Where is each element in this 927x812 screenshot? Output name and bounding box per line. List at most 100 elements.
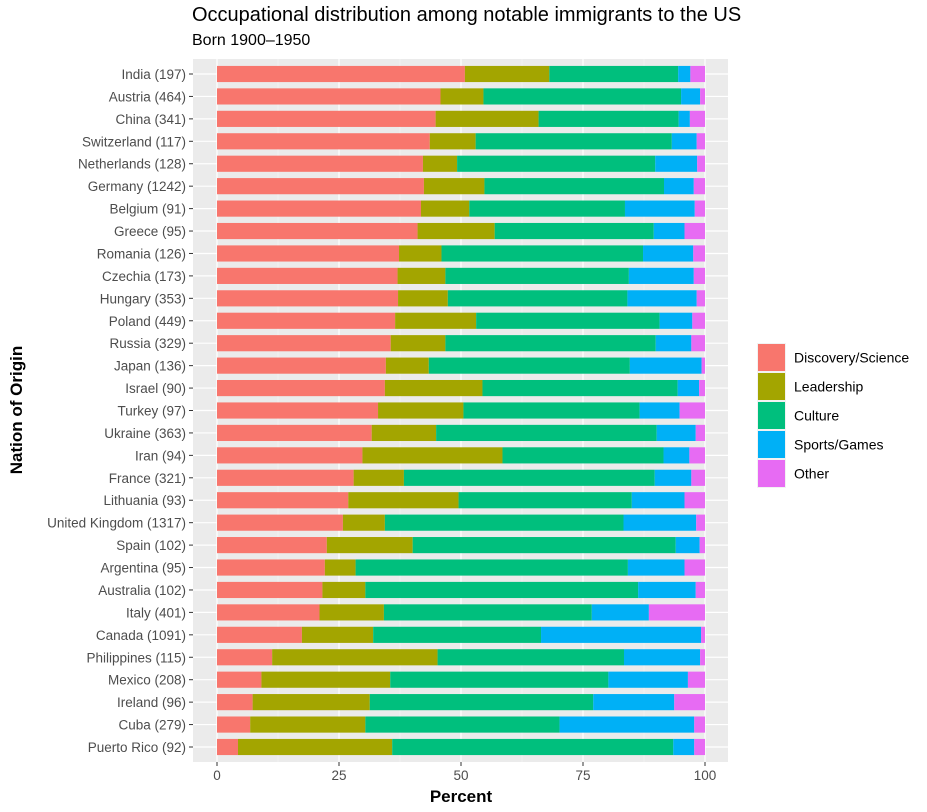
bar-segment-leadership xyxy=(250,716,366,733)
bar-segment-discovery-science xyxy=(217,178,424,195)
bar-segment-leadership xyxy=(301,626,374,643)
bar-segment-leadership xyxy=(422,155,458,172)
bar-segment-leadership xyxy=(429,133,476,150)
legend-swatch xyxy=(758,373,785,400)
chart-subtitle: Born 1900–1950 xyxy=(192,32,311,49)
y-tick-label: Czechia (173) xyxy=(102,269,186,284)
bar-segment-other xyxy=(700,649,705,666)
bar-segment-discovery-science xyxy=(217,447,363,464)
x-tick-label: 25 xyxy=(331,768,346,783)
bar-segment-leadership xyxy=(342,514,385,531)
bar-segment-leadership xyxy=(417,222,495,240)
y-tick-label: Austria (464) xyxy=(109,89,186,104)
bar-segment-culture xyxy=(447,290,628,307)
bar-segment-leadership xyxy=(398,290,448,307)
y-tick-labels: India (197) Austria (464) China (341) Switz… xyxy=(47,67,193,755)
bar-segment-other xyxy=(696,514,705,531)
bar-segment-discovery-science xyxy=(217,110,436,127)
bar-segment-sports-games xyxy=(628,267,694,284)
x-tick-label: 100 xyxy=(694,768,717,783)
y-tick-label: Netherlands (128) xyxy=(78,157,186,172)
y-tick-label: Germany (1242) xyxy=(88,179,186,194)
bar-segment-sports-games xyxy=(659,312,693,329)
y-tick-label: Iran (94) xyxy=(135,448,186,463)
bar-segment-other xyxy=(693,267,705,284)
bar-segment-culture xyxy=(445,267,629,284)
y-tick-label: Australia (102) xyxy=(98,583,186,598)
bar-segment-culture xyxy=(538,110,679,127)
bar-segment-leadership xyxy=(435,110,539,127)
bar-segment-discovery-science xyxy=(217,626,302,643)
bar-segment-leadership xyxy=(397,267,446,284)
bar-segment-sports-games xyxy=(656,424,696,442)
bar-segment-discovery-science xyxy=(217,222,418,240)
bar-segment-discovery-science xyxy=(217,738,238,756)
bar-segment-sports-games xyxy=(673,738,695,756)
bar-segment-culture xyxy=(428,357,630,374)
x-tick-label: 0 xyxy=(213,768,221,783)
bar-segment-culture xyxy=(482,379,678,397)
bar-segment-other xyxy=(699,537,705,554)
bar-segment-sports-games xyxy=(541,626,702,643)
bar-segment-sports-games xyxy=(591,604,649,621)
y-tick-label: China (341) xyxy=(115,112,186,127)
bar-segment-leadership xyxy=(326,537,413,554)
bar-segment-other xyxy=(694,716,705,733)
bar-segment-other xyxy=(684,492,705,509)
bar-segment-culture xyxy=(476,312,660,329)
bar-segment-culture xyxy=(441,245,644,262)
legend-swatch xyxy=(758,402,785,429)
bar-segment-other xyxy=(699,379,705,397)
bar-segment-discovery-science xyxy=(217,155,423,172)
bar-segment-culture xyxy=(502,447,664,464)
y-tick-label: Canada (1091) xyxy=(96,628,186,643)
bar-segment-other xyxy=(684,559,705,576)
bar-segment-leadership xyxy=(390,335,446,352)
bar-segment-sports-games xyxy=(678,110,690,127)
bar-segment-culture xyxy=(365,581,639,599)
bar-segment-discovery-science xyxy=(217,537,327,554)
bar-segment-leadership xyxy=(319,604,384,621)
bar-segment-leadership xyxy=(423,178,485,195)
legend-label: Leadership xyxy=(794,379,863,395)
bar-segment-culture xyxy=(403,469,655,486)
y-tick-label: Ireland (96) xyxy=(117,695,186,710)
bar-segment-leadership xyxy=(420,200,470,217)
bar-segment-other xyxy=(690,65,705,83)
bar-segment-sports-games xyxy=(653,222,685,240)
bar-segment-other xyxy=(693,178,705,195)
legend-swatch xyxy=(758,460,785,487)
y-tick-label: Hungary (353) xyxy=(100,291,186,306)
bar-segment-sports-games xyxy=(639,402,680,419)
chart-title: Occupational distribution among notable … xyxy=(192,4,742,26)
bar-segment-discovery-science xyxy=(217,267,398,284)
bar-segment-leadership xyxy=(440,88,484,105)
bar-segment-leadership xyxy=(324,559,356,576)
bar-segment-culture xyxy=(369,694,594,711)
legend-label: Discovery/Science xyxy=(794,350,909,366)
bar-segment-sports-games xyxy=(608,671,688,688)
bar-segment-discovery-science xyxy=(217,671,262,688)
bar-segment-other xyxy=(689,447,705,464)
bar-segment-sports-games xyxy=(629,357,702,374)
bar-segment-leadership xyxy=(261,671,391,688)
bar-segment-leadership xyxy=(322,581,366,599)
bar-segment-culture xyxy=(457,155,656,172)
bar-segment-other xyxy=(684,222,705,240)
bar-segment-leadership xyxy=(378,402,464,419)
bar-segment-discovery-science xyxy=(217,469,354,486)
y-tick-label: France (321) xyxy=(109,471,186,486)
bar-segment-sports-games xyxy=(655,335,692,352)
bar-segment-discovery-science xyxy=(217,200,421,217)
bar-segment-other xyxy=(689,110,705,127)
bar-segment-culture xyxy=(365,716,560,733)
bar-segment-culture xyxy=(390,671,609,688)
bar-segment-discovery-science xyxy=(217,88,441,105)
bar-segment-sports-games xyxy=(623,649,701,666)
bar-segment-leadership xyxy=(272,649,438,666)
bar-segment-sports-games xyxy=(664,178,694,195)
bar-segment-discovery-science xyxy=(217,312,396,329)
y-tick-label: Poland (449) xyxy=(109,314,186,329)
bar-segment-sports-games xyxy=(678,65,691,83)
bar-segment-discovery-science xyxy=(217,424,372,442)
